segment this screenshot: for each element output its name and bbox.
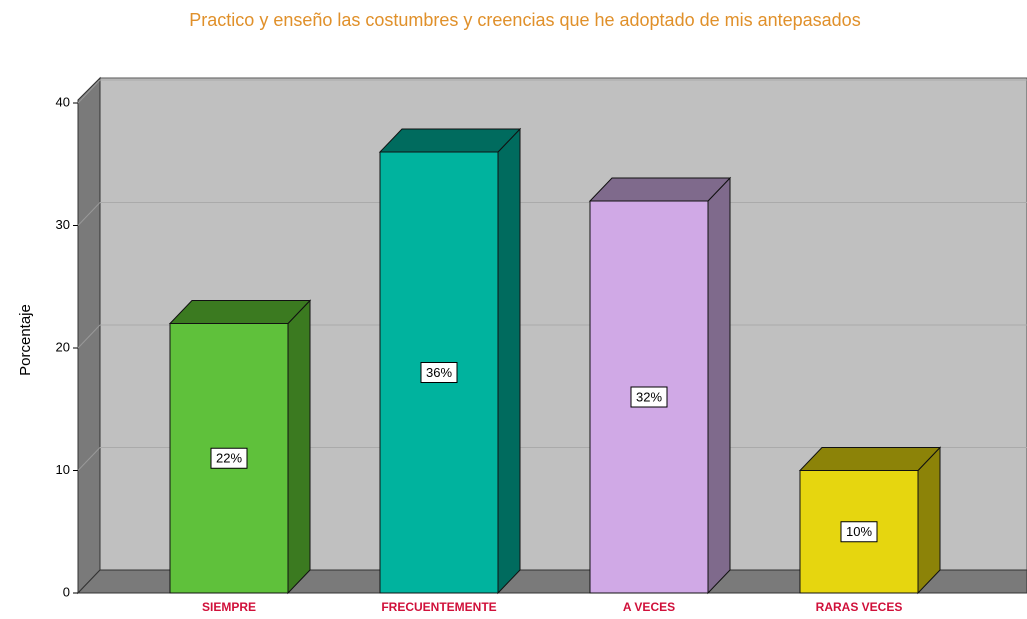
y-tick-label: 20 (56, 339, 70, 354)
grid-line (77, 202, 101, 226)
value-label: 22% (216, 451, 242, 466)
y-axis-label: Porcentaje (17, 304, 34, 376)
bar-top (168, 300, 312, 324)
value-label-box (210, 447, 248, 469)
x-tick-label: RARAS VECES (816, 600, 903, 614)
grid-line (77, 447, 101, 471)
bar-top (588, 177, 732, 202)
chart-title: Practico y enseño las costumbres y creen… (189, 10, 860, 30)
bar-side (287, 299, 311, 595)
grid-line (77, 324, 101, 349)
bar-top (378, 128, 522, 153)
value-label-box (630, 386, 668, 408)
x-tick-label: SIEMPRE (202, 600, 256, 614)
value-label-box (840, 521, 878, 543)
y-tick-label: 10 (56, 462, 70, 477)
left-wall (77, 76, 101, 595)
y-tick-label: 30 (56, 217, 70, 232)
bar-top (798, 447, 942, 471)
floor (76, 569, 1027, 594)
value-label: 36% (426, 365, 452, 380)
value-label: 32% (636, 389, 662, 404)
grid-line (77, 79, 101, 104)
value-label: 10% (846, 524, 872, 539)
value-label-box (420, 362, 458, 383)
y-tick-label: 0 (63, 584, 70, 599)
x-tick-label: FRECUENTEMENTE (381, 600, 496, 614)
y-tick-label: 40 (56, 94, 70, 109)
bar-side (917, 446, 941, 595)
bar-side (497, 127, 521, 595)
bar-side (707, 176, 731, 595)
x-tick-label: A VECES (623, 600, 675, 614)
